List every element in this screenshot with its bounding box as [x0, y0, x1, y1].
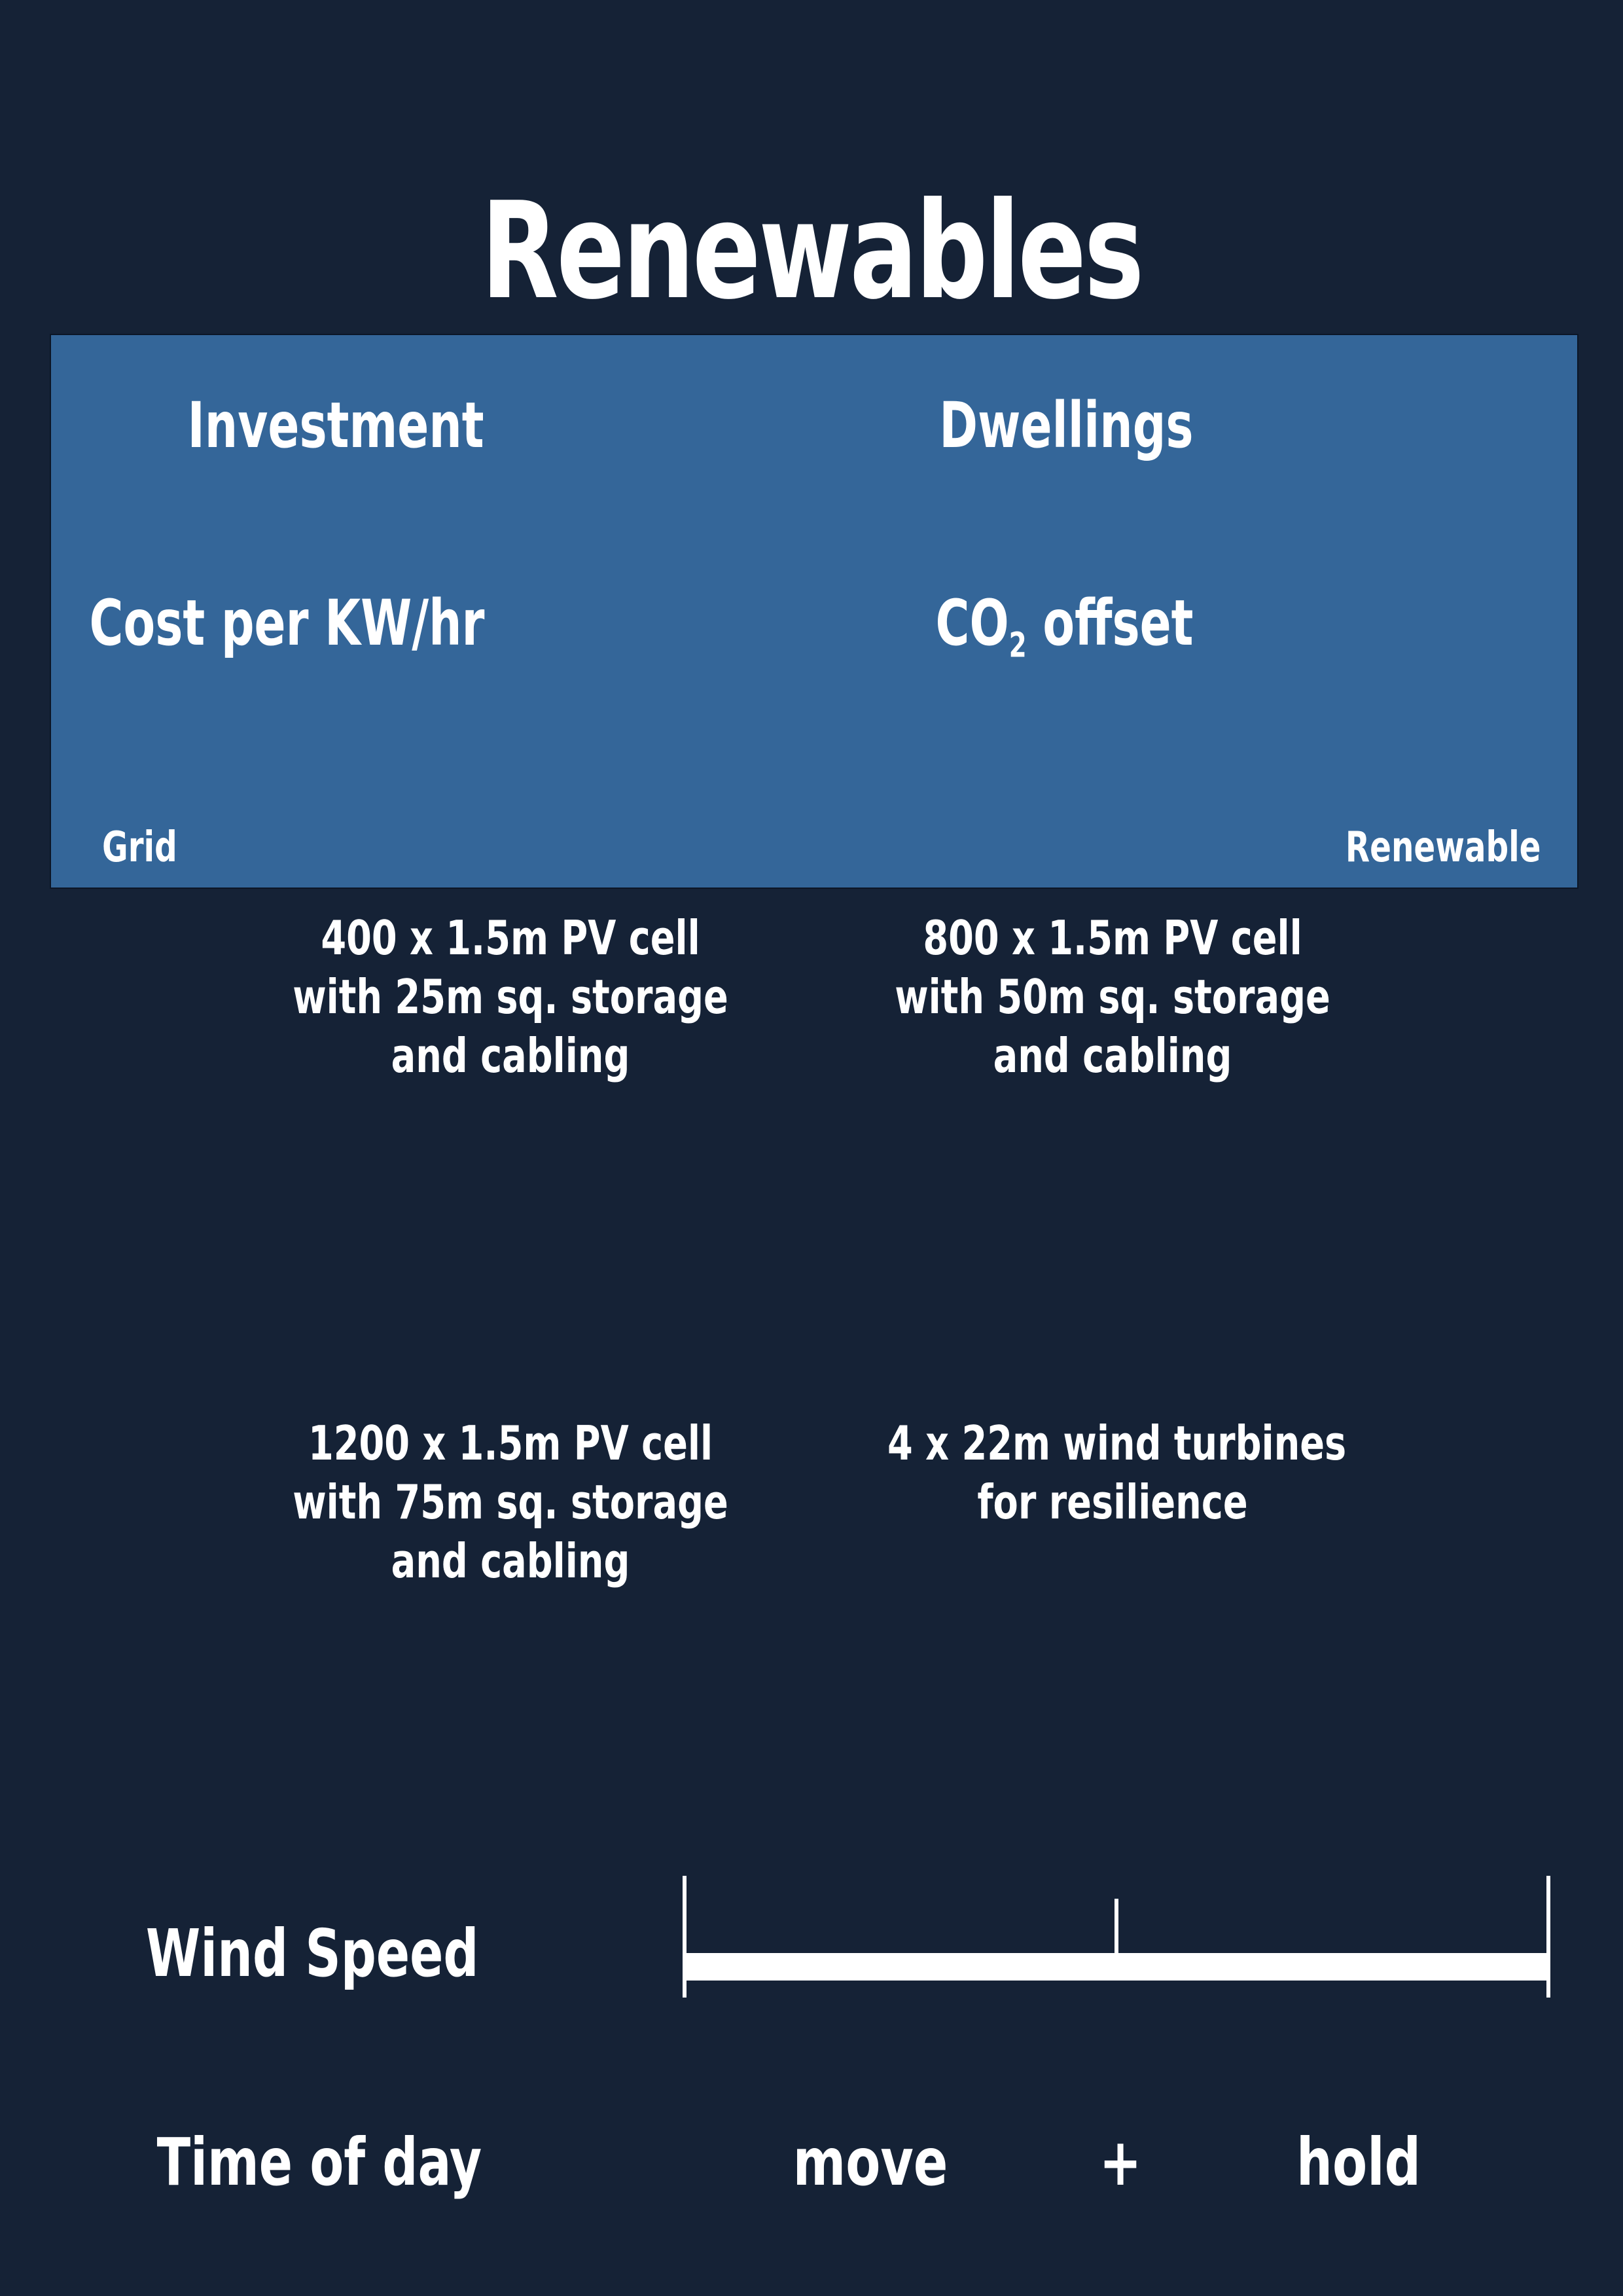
move-button[interactable]: move [793, 2124, 948, 2200]
time-of-day-label: Time of day [156, 2124, 482, 2200]
co2-offset-label: CO2 offset [935, 586, 1194, 666]
investment-label: Investment [187, 389, 484, 462]
grid-scale-label: Grid [102, 823, 177, 872]
plus-button[interactable]: + [1099, 2124, 1142, 2200]
results-panel [50, 334, 1578, 889]
slider-max-tick [1546, 1876, 1550, 1998]
slider-min-tick [683, 1876, 687, 1998]
option-1200-pv[interactable]: 1200 x 1.5m PV cell with 75m sq. storage… [293, 1416, 728, 1588]
option-400-pv[interactable]: 400 x 1.5m PV cell with 25m sq. storage … [293, 910, 728, 1083]
dwellings-label: Dwellings [939, 389, 1194, 462]
renewable-scale-label: Renewable [1345, 823, 1541, 872]
option-800-pv[interactable]: 800 x 1.5m PV cell with 50m sq. storage … [895, 910, 1330, 1083]
cost-per-kwhr-label: Cost per KW/hr [89, 586, 484, 660]
option-wind-turbines[interactable]: 4 x 22m wind turbines for resilience [887, 1416, 1347, 1530]
page-title: Renewables [480, 174, 1144, 329]
wind-speed-label: Wind Speed [146, 1915, 479, 1992]
slider-handle[interactable] [1115, 1899, 1118, 1964]
wind-speed-slider[interactable] [683, 1876, 1553, 2000]
hold-button[interactable]: hold [1296, 2124, 1421, 2200]
